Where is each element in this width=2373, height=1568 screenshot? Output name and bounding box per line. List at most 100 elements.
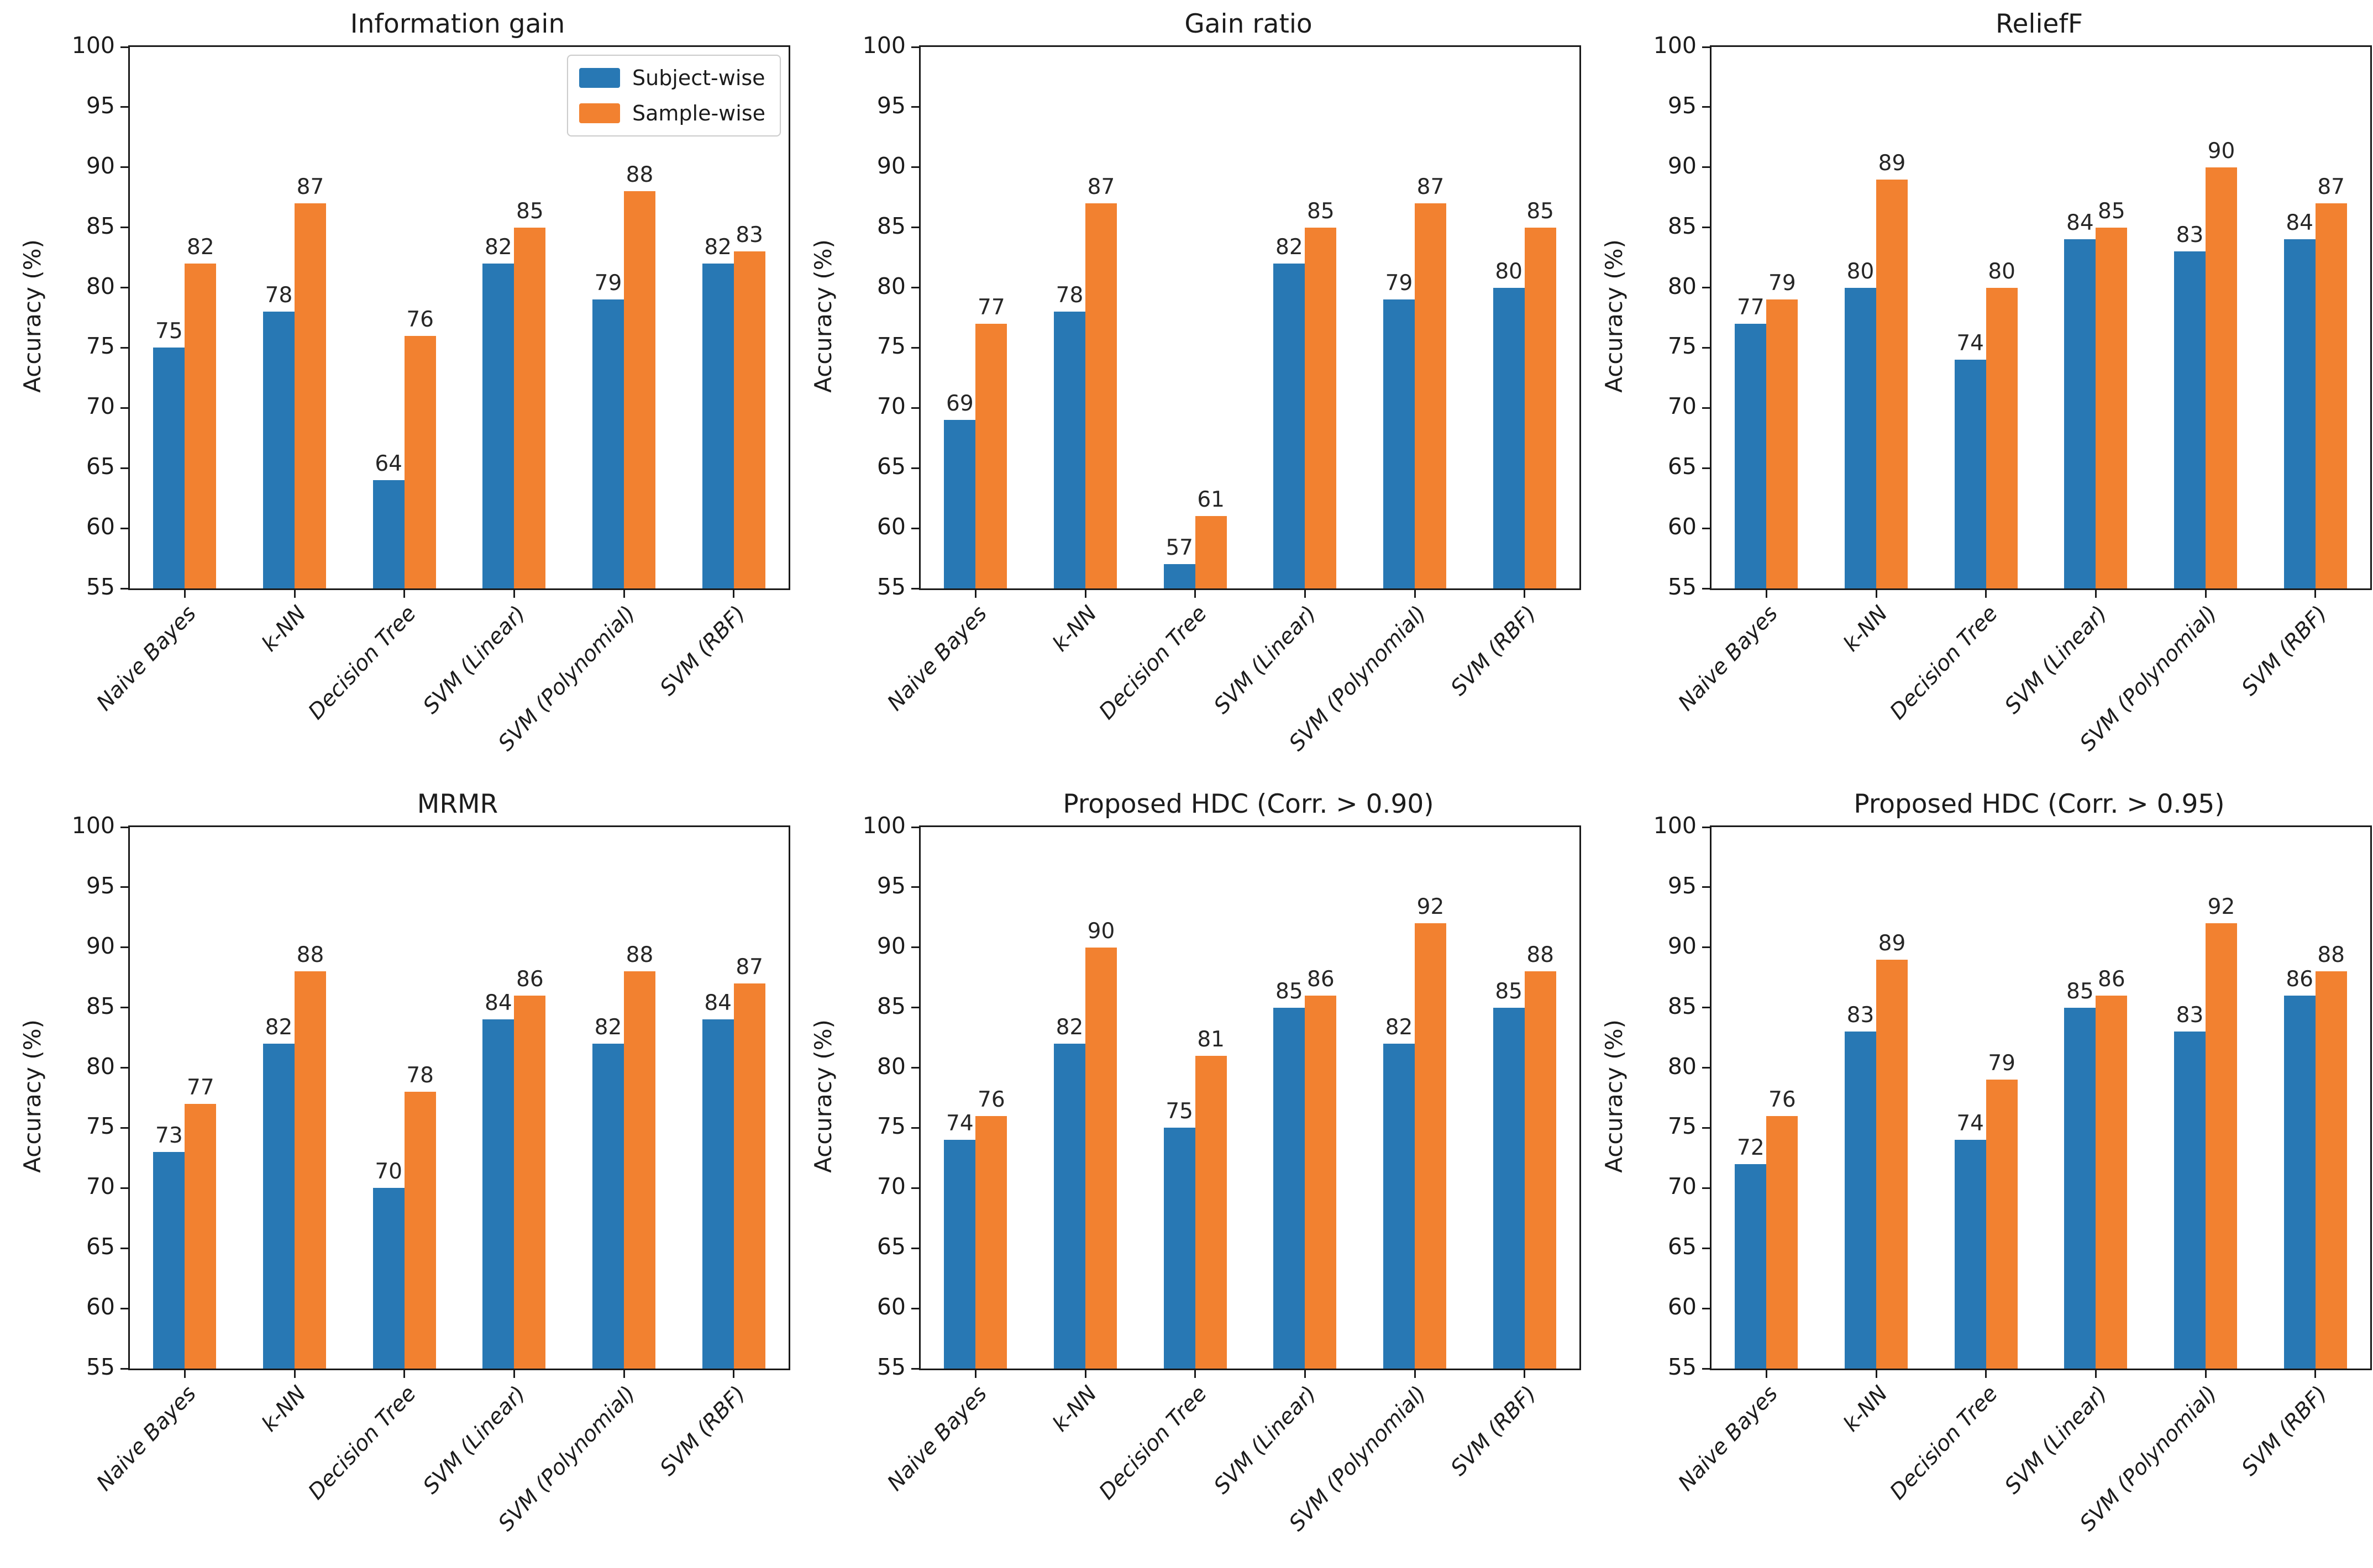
y-axis-tick bbox=[1702, 886, 1710, 888]
bar-value-label: 87 bbox=[296, 175, 324, 200]
x-axis-tick bbox=[1765, 590, 1767, 598]
bar-subject-wise bbox=[153, 1152, 185, 1369]
y-axis-tick-label: 100 bbox=[862, 32, 906, 59]
bar-subject-wise bbox=[1383, 299, 1415, 588]
y-axis-tick-label: 70 bbox=[1667, 393, 1697, 420]
bar-value-label: 84 bbox=[485, 991, 512, 1016]
bar-subject-wise bbox=[944, 420, 976, 588]
y-axis-tick bbox=[911, 1247, 919, 1249]
bar-value-label: 77 bbox=[187, 1075, 214, 1100]
bar-sample-wise bbox=[2096, 995, 2128, 1369]
bar-value-label: 88 bbox=[626, 943, 654, 968]
bar-subject-wise bbox=[2064, 239, 2096, 588]
x-axis-tick bbox=[2094, 1370, 2097, 1378]
bar-value-label: 76 bbox=[406, 307, 434, 332]
bar-sample-wise bbox=[624, 191, 655, 588]
y-axis-tick bbox=[1702, 1007, 1710, 1009]
y-axis-tick-label: 65 bbox=[876, 1233, 906, 1260]
y-axis-tick bbox=[911, 227, 919, 229]
legend-item-sample-wise: Sample-wise bbox=[579, 101, 765, 125]
y-axis-tick bbox=[120, 1247, 128, 1249]
bar-sample-wise bbox=[295, 971, 326, 1369]
bar-subject-wise bbox=[1273, 264, 1305, 588]
y-axis-tick bbox=[120, 587, 128, 590]
bar-value-label: 86 bbox=[2286, 966, 2313, 992]
y-axis-tick-label: 100 bbox=[71, 32, 115, 59]
y-axis-tick bbox=[120, 886, 128, 888]
y-axis-tick bbox=[911, 587, 919, 590]
y-axis-tick bbox=[911, 946, 919, 949]
bar-sample-wise bbox=[1415, 203, 1446, 588]
y-axis-tick bbox=[120, 346, 128, 349]
y-axis-tick bbox=[1702, 106, 1710, 108]
y-axis-tick-label: 75 bbox=[86, 333, 115, 360]
y-axis-tick-label: 80 bbox=[1667, 1053, 1697, 1080]
y-axis-tick-label: 95 bbox=[876, 872, 906, 899]
bar-sample-wise bbox=[2206, 167, 2237, 588]
bar-sample-wise bbox=[1085, 203, 1117, 588]
bar-value-label: 85 bbox=[1495, 978, 1523, 1004]
y-axis-tick-label: 55 bbox=[1667, 1354, 1697, 1380]
y-axis-tick bbox=[1702, 467, 1710, 469]
x-axis-tick bbox=[293, 590, 296, 598]
bar-value-label: 85 bbox=[2098, 198, 2125, 224]
bar-subject-wise bbox=[2283, 239, 2316, 588]
x-axis-tick bbox=[1524, 590, 1526, 598]
bar-value-label: 83 bbox=[2176, 223, 2204, 248]
bar-sample-wise bbox=[1305, 227, 1337, 588]
y-axis-tick-label: 80 bbox=[876, 272, 906, 299]
bar-subject-wise bbox=[702, 264, 734, 588]
x-axis-tick bbox=[1304, 1370, 1306, 1378]
bar-subject-wise bbox=[1845, 1032, 1876, 1369]
bar-subject-wise bbox=[1493, 287, 1525, 588]
x-axis-tick bbox=[974, 590, 977, 598]
bar-sample-wise bbox=[404, 1092, 436, 1369]
bar-value-label: 85 bbox=[1307, 198, 1335, 224]
y-axis-tick-label: 60 bbox=[86, 513, 115, 540]
y-axis-tick-label: 85 bbox=[86, 992, 115, 1019]
bar-subject-wise bbox=[1163, 1128, 1195, 1369]
y-axis-tick-label: 70 bbox=[1667, 1173, 1697, 1200]
y-axis-tick-label: 95 bbox=[86, 872, 115, 899]
x-axis-tick bbox=[623, 590, 625, 598]
bar-subject-wise bbox=[702, 1019, 734, 1369]
x-axis-tick bbox=[1194, 1370, 1196, 1378]
y-axis-tick bbox=[1702, 1127, 1710, 1129]
bar-value-label: 79 bbox=[1988, 1051, 2015, 1076]
y-axis-tick-label: 85 bbox=[1667, 992, 1697, 1019]
bar-sample-wise bbox=[1415, 923, 1446, 1369]
bar-value-label: 72 bbox=[1737, 1135, 1765, 1160]
y-axis-tick bbox=[120, 826, 128, 828]
legend-label: Sample-wise bbox=[632, 101, 765, 125]
bar-sample-wise bbox=[1524, 227, 1556, 588]
y-axis-tick-label: 80 bbox=[1667, 272, 1697, 299]
bar-sample-wise bbox=[2315, 971, 2347, 1369]
bar-value-label: 82 bbox=[704, 235, 732, 260]
bar-value-label: 82 bbox=[1385, 1015, 1413, 1040]
bar-value-label: 79 bbox=[1768, 271, 1796, 296]
bar-value-label: 74 bbox=[946, 1111, 974, 1136]
y-axis-tick-label: 90 bbox=[86, 932, 115, 959]
legend: Subject-wise Sample-wise bbox=[566, 55, 781, 136]
y-axis-tick bbox=[1702, 1067, 1710, 1069]
y-axis-tick-label: 80 bbox=[876, 1053, 906, 1080]
y-axis-tick-label: 75 bbox=[876, 1113, 906, 1140]
bar-value-label: 92 bbox=[1416, 895, 1445, 920]
bar-sample-wise bbox=[295, 203, 326, 588]
x-axis-tick bbox=[2314, 590, 2317, 598]
bar-value-label: 80 bbox=[1495, 259, 1523, 284]
bar-subject-wise bbox=[1163, 564, 1195, 588]
bar-value-label: 92 bbox=[2207, 895, 2235, 920]
chart-relieff: ReliefF Accuracy (%) 77 79 80 89 74 80 84 85 83 9… bbox=[1582, 0, 2372, 780]
bar-sample-wise bbox=[404, 335, 436, 588]
y-axis-tick bbox=[1702, 287, 1710, 289]
bar-sample-wise bbox=[185, 1103, 217, 1369]
bar-value-label: 85 bbox=[516, 198, 544, 224]
y-axis-tick bbox=[911, 287, 919, 289]
y-axis-tick bbox=[1702, 587, 1710, 590]
bar-value-label: 86 bbox=[516, 966, 544, 992]
x-axis-tick bbox=[1875, 590, 1877, 598]
y-axis-tick bbox=[911, 527, 919, 529]
bar-value-label: 75 bbox=[1166, 1099, 1193, 1124]
